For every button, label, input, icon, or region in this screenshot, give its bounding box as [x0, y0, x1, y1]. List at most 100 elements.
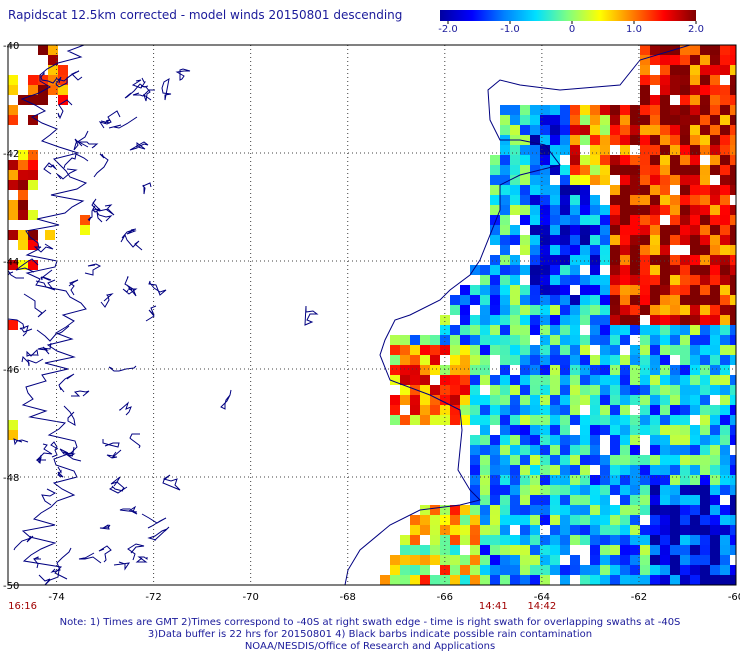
wind-cell	[710, 385, 720, 395]
wind-cell	[610, 225, 620, 235]
wind-cell	[560, 175, 570, 185]
wind-cell	[680, 365, 690, 375]
wind-cell	[650, 185, 660, 195]
wind-cell	[670, 415, 680, 425]
wind-cell	[540, 205, 550, 215]
wind-cell	[720, 255, 730, 265]
wind-cell	[590, 315, 600, 325]
wind-cell	[720, 305, 730, 315]
latitude-label: -40	[3, 41, 19, 52]
wind-cell	[610, 445, 620, 455]
wind-cell	[570, 155, 580, 165]
wind-cell	[560, 225, 570, 235]
wind-cell	[450, 545, 460, 555]
wind-cell	[630, 475, 640, 485]
wind-cell	[730, 375, 736, 385]
wind-cell	[390, 405, 400, 415]
wind-cell	[670, 435, 680, 445]
wind-cell	[680, 95, 690, 105]
wind-cell	[520, 185, 530, 195]
wind-cell	[620, 575, 630, 585]
island-outline	[108, 116, 138, 129]
wind-cell	[680, 55, 690, 65]
wind-cell	[460, 365, 470, 375]
wind-cell	[520, 365, 530, 375]
wind-cell	[410, 355, 420, 365]
wind-cell	[710, 435, 720, 445]
wind-cell	[400, 545, 410, 555]
wind-cell	[670, 485, 680, 495]
wind-cell	[600, 565, 610, 575]
island-outline	[78, 552, 102, 564]
wind-cell	[490, 515, 500, 525]
wind-cell	[670, 405, 680, 415]
wind-cell	[690, 195, 700, 205]
wind-cell	[580, 355, 590, 365]
wind-cell	[520, 155, 530, 165]
wind-cell	[670, 375, 680, 385]
wind-cell	[650, 395, 660, 405]
wind-cell	[530, 325, 540, 335]
wind-cell	[510, 425, 520, 435]
island-outline	[77, 141, 99, 149]
wind-cell	[670, 155, 680, 165]
wind-cell	[430, 355, 440, 365]
wind-cell	[580, 125, 590, 135]
wind-cell	[630, 205, 640, 215]
wind-cell	[550, 415, 560, 425]
wind-cell	[650, 95, 660, 105]
wind-cell	[690, 385, 700, 395]
wind-cell	[670, 525, 680, 535]
wind-cell	[730, 125, 736, 135]
argentina-coast	[344, 45, 736, 585]
wind-cell	[680, 205, 690, 215]
wind-cell	[400, 385, 410, 395]
wind-cell	[610, 425, 620, 435]
wind-cell	[610, 145, 620, 155]
wind-cell	[660, 455, 670, 465]
wind-cell	[390, 365, 400, 375]
wind-cell	[690, 45, 700, 55]
island-outline	[124, 83, 149, 99]
wind-cell	[570, 115, 580, 125]
wind-cell	[680, 395, 690, 405]
wind-cell	[650, 575, 660, 585]
wind-cell	[670, 315, 680, 325]
wind-cell	[640, 465, 650, 475]
wind-cell	[570, 565, 580, 575]
wind-cell	[510, 455, 520, 465]
wind-cell	[480, 525, 490, 535]
wind-cell	[560, 405, 570, 415]
wind-cell	[690, 285, 700, 295]
wind-cell	[630, 555, 640, 565]
wind-cell	[550, 185, 560, 195]
wind-cell	[730, 45, 736, 55]
wind-cell	[580, 225, 590, 235]
island-outline	[35, 279, 56, 291]
wind-cell	[590, 235, 600, 245]
wind-cell	[650, 335, 660, 345]
wind-cell	[500, 505, 510, 515]
wind-cell	[470, 565, 480, 575]
wind-cell	[560, 315, 570, 325]
wind-cell	[620, 535, 630, 545]
wind-cell	[670, 535, 680, 545]
wind-cell	[540, 575, 550, 585]
wind-cell	[400, 575, 410, 585]
wind-cell	[610, 485, 620, 495]
wind-cell	[730, 405, 736, 415]
wind-cell	[730, 285, 736, 295]
wind-cell	[640, 545, 650, 555]
wind-cell	[580, 235, 590, 245]
wind-cell	[8, 200, 18, 210]
wind-cell	[500, 475, 510, 485]
wind-cell	[500, 185, 510, 195]
wind-cell	[8, 160, 18, 170]
wind-cell	[570, 215, 580, 225]
colorbar	[440, 10, 696, 21]
wind-cell	[430, 555, 440, 565]
wind-cell	[610, 365, 620, 375]
wind-cell	[8, 85, 18, 95]
wind-cell	[720, 515, 730, 525]
wind-cell	[590, 375, 600, 385]
